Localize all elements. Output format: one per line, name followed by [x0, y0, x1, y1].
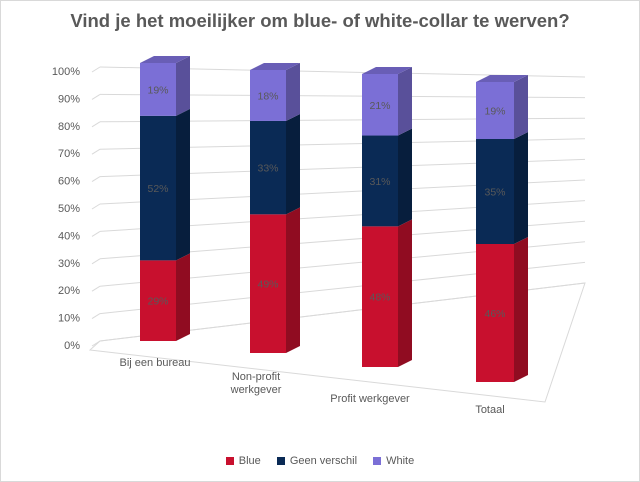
- y-tick-label: 30%: [58, 258, 80, 270]
- data-label: 19%: [147, 84, 168, 96]
- y-tick-label: 60%: [58, 176, 80, 188]
- data-label: 21%: [369, 100, 390, 112]
- gridline-depth: [91, 203, 101, 210]
- bar-2-2-side: [398, 67, 412, 136]
- bar-1-0-side: [176, 108, 190, 261]
- legend-item-geen-verschil: Geen verschil: [276, 455, 358, 467]
- x-category-label: werkgever: [230, 384, 282, 396]
- legend-label-white: White: [386, 455, 415, 467]
- bar-0-1-front: [250, 214, 286, 353]
- bar-1-2-front: [362, 135, 398, 227]
- y-tick-label: 90%: [58, 93, 80, 105]
- bar-0-3-front: [476, 244, 514, 382]
- data-label: 31%: [369, 176, 390, 188]
- gridline-depth: [91, 258, 101, 265]
- gridline-depth: [91, 93, 101, 100]
- legend-label-blue: Blue: [238, 455, 261, 467]
- chart-legend: Blue Geen verschil White: [0, 455, 640, 467]
- x-category-label: Profit werkgever: [330, 393, 410, 405]
- chart-title: Vind je het moeilijker om blue- of white…: [70, 10, 570, 31]
- bar-1-0-front: [140, 115, 176, 261]
- data-label: 18%: [257, 90, 278, 102]
- y-tick-label: 0%: [64, 340, 80, 352]
- bar-2-2-top: [362, 67, 412, 74]
- legend-swatch-geen-verschil: [276, 457, 285, 465]
- bar-0-0-side: [176, 253, 190, 341]
- bar-1-3-front: [476, 139, 514, 244]
- x-category-label: Totaal: [475, 404, 504, 416]
- bar-0-3-side: [514, 237, 528, 382]
- data-label: 19%: [484, 106, 505, 118]
- gridline-depth: [91, 66, 101, 73]
- data-label: 35%: [484, 187, 505, 199]
- gridline-depth: [91, 340, 101, 347]
- bar-0-0-front: [140, 260, 176, 341]
- bar-2-1-top: [250, 63, 300, 70]
- bar-2-1-front: [250, 70, 286, 121]
- bar-2-3-front: [476, 82, 514, 139]
- y-tick-label: 100%: [52, 66, 80, 78]
- bar-2-3-top: [476, 75, 528, 82]
- bar-0-2-front: [362, 226, 398, 367]
- bar-2-2-front: [362, 74, 398, 136]
- bar-1-1-front: [250, 120, 286, 215]
- data-label: 46%: [484, 308, 505, 320]
- data-label: 33%: [257, 163, 278, 175]
- data-label: 48%: [369, 292, 390, 304]
- y-tick-label: 70%: [58, 148, 80, 160]
- x-category-label: Non-profit: [232, 371, 280, 383]
- bar-0-1-side: [286, 207, 300, 353]
- bar-2-0-side: [176, 56, 190, 116]
- legend-label-geen-verschil: Geen verschil: [289, 455, 358, 467]
- legend-swatch-white: [373, 457, 382, 465]
- bar-1-2-side: [398, 128, 412, 227]
- gridline-depth: [91, 285, 101, 292]
- legend-item-white: White: [373, 455, 414, 467]
- bar-2-1-side: [286, 63, 300, 121]
- data-label: 29%: [147, 296, 168, 308]
- y-tick-label: 50%: [58, 203, 80, 215]
- data-label: 49%: [257, 279, 278, 291]
- legend-swatch-blue: [225, 457, 234, 465]
- y-tick-label: 40%: [58, 230, 80, 242]
- y-tick-label: 10%: [58, 313, 80, 325]
- bar-1-1-side: [286, 113, 300, 215]
- y-tick-label: 80%: [58, 121, 80, 133]
- data-label: 52%: [147, 183, 168, 195]
- gridline-depth: [91, 176, 101, 183]
- bar-2-0-top: [140, 56, 190, 63]
- bar-2-0-front: [140, 63, 176, 116]
- bar-0-2-side: [398, 219, 412, 367]
- x-category-label: Bij een bureau: [120, 357, 191, 369]
- gridline-depth: [91, 121, 101, 128]
- bar-1-3-side: [514, 132, 528, 244]
- gridline-depth: [91, 148, 101, 155]
- gridline-depth: [91, 313, 101, 320]
- gridline-depth: [91, 230, 101, 237]
- bar-2-3-side: [514, 75, 528, 139]
- legend-item-blue: Blue: [225, 455, 261, 467]
- y-tick-label: 20%: [58, 285, 80, 297]
